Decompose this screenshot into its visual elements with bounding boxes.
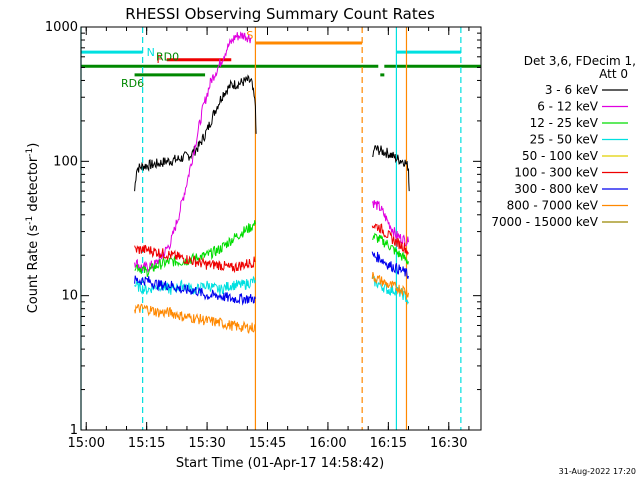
legend-entry-label: 100 - 300 keV: [514, 166, 598, 180]
y-axis-label-sup1: -1: [25, 216, 35, 225]
series-line: [371, 271, 409, 298]
x-tick-label: 15:15: [128, 436, 165, 451]
legend-header-line2: Att 0: [599, 67, 628, 81]
series-line: [371, 200, 409, 247]
legend-entry-label: 25 - 50 keV: [530, 133, 599, 147]
y-axis-label-sup2: -1: [25, 148, 35, 157]
series-line: [134, 220, 256, 278]
legend-entry-label: 6 - 12 keV: [537, 100, 599, 114]
legend-entry-label: 7000 - 15000 keV: [491, 215, 598, 229]
y-tick-label: 1000: [45, 20, 78, 35]
flag-label: S: [246, 29, 253, 42]
series-line: [372, 145, 410, 192]
legend-entry-label: 50 - 100 keV: [522, 149, 599, 163]
data-series: [134, 31, 410, 334]
x-tick-label: 16:30: [430, 436, 467, 451]
x-tick-label: 16:15: [370, 436, 407, 451]
x-tick-label: 16:00: [309, 436, 346, 451]
y-axis-label: Count Rate (s-1 detector-1): [25, 143, 41, 314]
flag-label: N: [147, 46, 155, 59]
series-line: [371, 223, 409, 256]
y-tick-label: 1: [70, 423, 78, 438]
legend: Det 3,6, FDecim 1, Att 0 3 - 6 keV 6 - 12…: [491, 54, 636, 229]
flag-label: RD0: [156, 50, 179, 63]
legend-entry-label: 12 - 25 keV: [530, 116, 599, 130]
x-tick-label: 15:00: [68, 436, 105, 451]
series-line: [134, 74, 257, 192]
legend-entry-label: 3 - 6 keV: [545, 83, 599, 97]
y-axis-label-main: Count Rate (s: [26, 225, 41, 314]
x-tick-label: 15:30: [188, 436, 225, 451]
y-axis-label-mid: detector: [26, 156, 41, 216]
series-line: [372, 232, 409, 265]
legend-entry-label: 800 - 7000 keV: [507, 199, 599, 213]
y-tick-label: 10: [61, 289, 78, 304]
x-tick-label: 15:45: [249, 436, 286, 451]
event-lines: [80, 27, 462, 430]
flag-label: F: [156, 53, 162, 66]
legend-header-line1: Det 3,6, FDecim 1,: [524, 54, 636, 68]
series-line: [134, 303, 256, 334]
chart-title: RHESSI Observing Summary Count Rates: [125, 5, 435, 23]
series-line: [371, 251, 409, 279]
y-tick-label: 100: [53, 154, 78, 169]
x-axis-label: Start Time (01-Apr-17 14:58:42): [176, 456, 384, 471]
flag-label: RD6: [121, 77, 144, 90]
plot-frame: [80, 26, 482, 431]
footer-date: 31-Aug-2022 17:20: [559, 467, 636, 476]
axes: 15:00 15:15 15:30 15:45 16:00 16:15 16:30 1 10 10…: [45, 20, 481, 451]
series-line: [134, 244, 256, 274]
series-line: [134, 275, 256, 306]
y-axis-label-end: ): [26, 143, 41, 148]
legend-entry-label: 300 - 800 keV: [514, 182, 598, 196]
